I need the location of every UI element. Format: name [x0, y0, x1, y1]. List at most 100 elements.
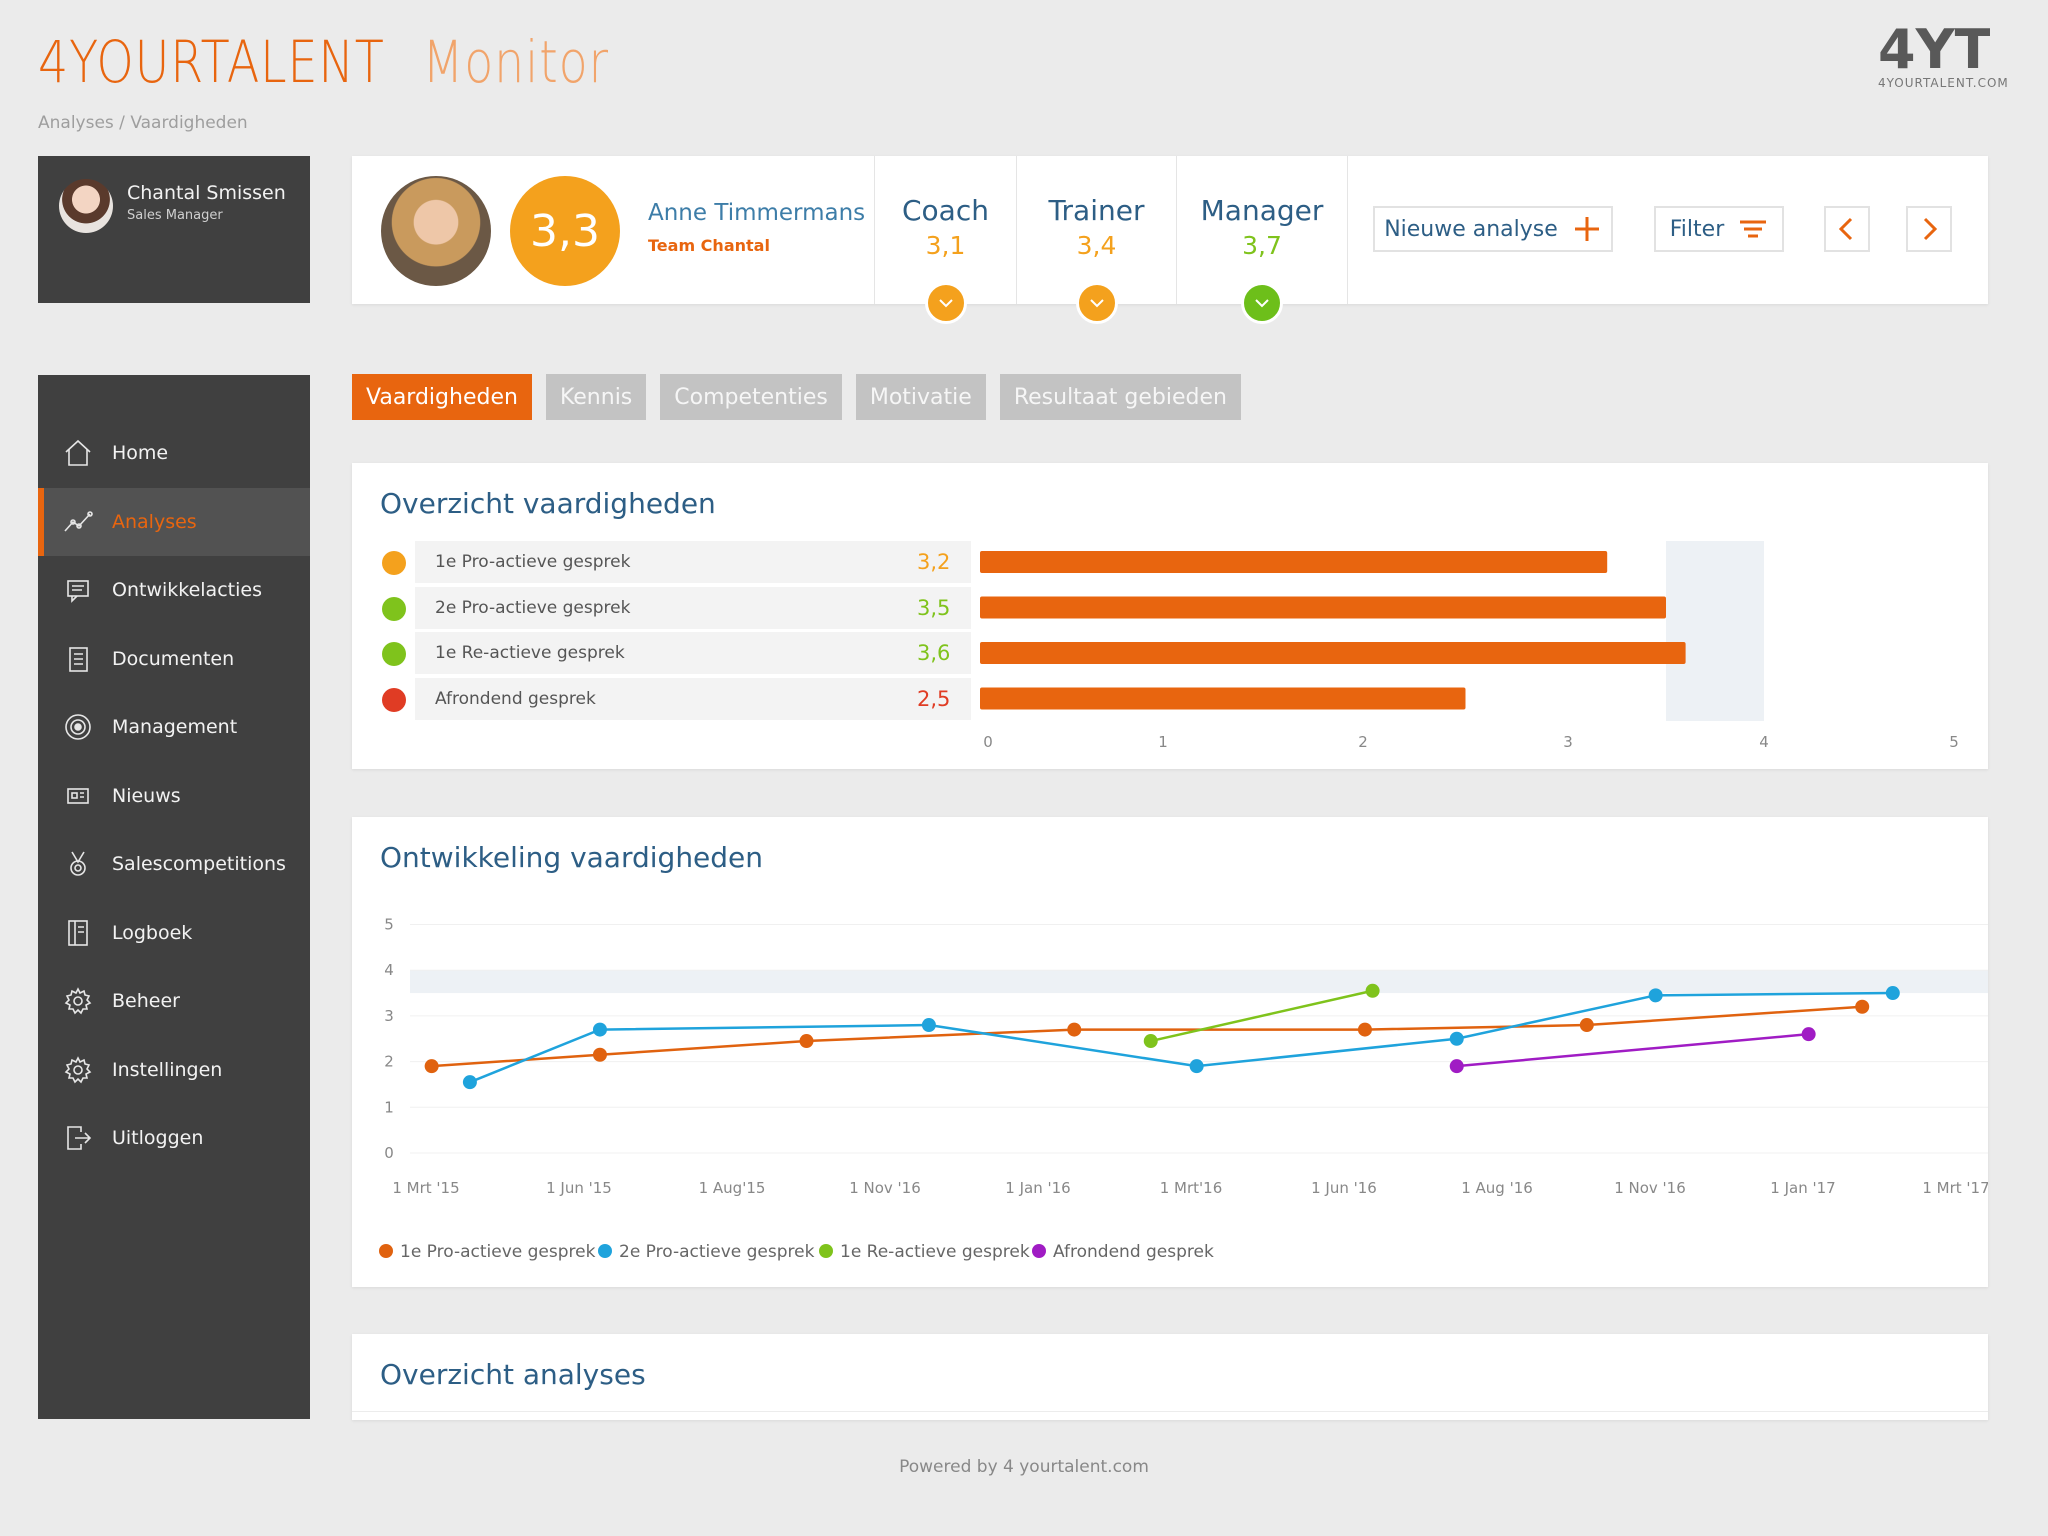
tab-motivatie[interactable]: Motivatie	[855, 374, 986, 420]
y-tick-label: 4	[384, 961, 394, 979]
data-point	[799, 1034, 814, 1049]
sidebar-item-analyses[interactable]: Analyses	[38, 487, 310, 556]
user-avatar	[59, 179, 113, 233]
analyses-divider	[352, 1411, 1988, 1412]
company-logo: 4YT 4YOURTALENT.COM	[1878, 18, 2009, 90]
profile-photo	[381, 176, 491, 286]
legend-label: 1e Re-actieve gesprek	[840, 1242, 1030, 1262]
x-tick-label: 4	[1759, 733, 1769, 751]
x-tick-label: 1 Mrt'16	[1160, 1179, 1223, 1197]
manager-value: 3,7	[1242, 231, 1282, 260]
x-tick-label: 3	[1563, 733, 1573, 751]
logo-subtitle: 4YOURTALENT.COM	[1878, 76, 2009, 90]
sidebar-item-label: Nieuws	[112, 784, 181, 807]
breadcrumb: Analyses / Vaardigheden	[38, 113, 248, 133]
status-dot	[382, 596, 406, 621]
data-point	[1648, 988, 1663, 1003]
overview-title: Overzicht vaardigheden	[380, 487, 716, 520]
target-icon	[62, 711, 94, 743]
user-card[interactable]: Chantal Smissen Sales Manager	[38, 156, 310, 303]
x-tick-label: 1 Jan '16	[1005, 1179, 1070, 1197]
x-tick-label: 0	[983, 733, 993, 751]
tab-vaardigheden[interactable]: Vaardigheden	[352, 374, 532, 420]
profile-team: Team Chantal	[648, 236, 770, 255]
manager-score[interactable]: Manager 3,7	[1176, 156, 1348, 324]
target-band	[410, 970, 1988, 994]
coach-value: 3,1	[925, 231, 966, 260]
development-card: Ontwikkeling vaardigheden 0 1 2 3 4 5 1 Mrt '1…	[352, 817, 1988, 1287]
legend-marker	[819, 1244, 833, 1258]
sidebar-item-label: Management	[112, 716, 238, 739]
analyses-card: Overzicht analyses	[352, 1334, 1988, 1420]
data-point	[1143, 1034, 1158, 1049]
sidebar-item-management[interactable]: Management	[38, 693, 310, 762]
series-line	[469, 991, 1893, 1084]
logout-icon	[62, 1122, 94, 1154]
tab-kennis[interactable]: Kennis	[545, 374, 647, 420]
overall-score-badge: 3,3	[510, 176, 620, 286]
chevron-left-icon	[1838, 217, 1853, 241]
coach-label: Coach	[902, 194, 989, 227]
trainer-score[interactable]: Trainer 3,4	[1016, 156, 1176, 324]
news-icon	[62, 780, 94, 812]
x-tick-label: 1 Nov '16	[849, 1179, 921, 1197]
next-button[interactable]	[1906, 206, 1952, 252]
x-tick-label: 1 Mrt '17	[1922, 1179, 1988, 1197]
sidebar-item-nieuws[interactable]: Nieuws	[38, 762, 310, 831]
data-point	[1801, 1027, 1816, 1042]
sidebar-item-label: Beheer	[112, 990, 180, 1013]
sidebar-item-beheer[interactable]: Beheer	[38, 967, 310, 1036]
overview-row-label: Afrondend gesprek	[415, 677, 971, 720]
sidebar-item-instellingen[interactable]: Instellingen	[38, 1036, 310, 1105]
profile-name: Anne Timmermans	[648, 200, 866, 226]
message-icon	[62, 574, 94, 606]
sidebar-item-label: Home	[112, 442, 169, 465]
analyses-title: Overzicht analyses	[380, 1358, 646, 1391]
sidebar-item-logboek[interactable]: Logboek	[38, 899, 310, 968]
tab-competenties[interactable]: Competenties	[660, 374, 842, 420]
sidebar-item-label: Ontwikkelacties	[112, 579, 262, 602]
legend-marker	[598, 1244, 612, 1258]
logo-mark-icon: 4YT	[1878, 18, 1992, 81]
bar	[980, 687, 1466, 710]
overview-row-value: 3,5	[917, 595, 951, 620]
data-point	[462, 1075, 477, 1090]
coach-expand-chevron-icon[interactable]	[924, 282, 967, 324]
sidebar-item-label: Documenten	[112, 647, 235, 670]
y-tick-label: 1	[384, 1098, 394, 1116]
data-point	[1365, 983, 1380, 998]
overview-row-value: 3,6	[917, 641, 951, 665]
new-analysis-label: Nieuwe analyse	[1384, 216, 1558, 242]
trainer-expand-chevron-icon[interactable]	[1075, 282, 1118, 324]
sidebar-item-label: Instellingen	[112, 1058, 223, 1081]
footer-text: Powered by 4 yourtalent.com	[899, 1457, 1149, 1477]
previous-button[interactable]	[1824, 206, 1870, 252]
data-point	[1189, 1059, 1204, 1074]
sidebar-item-ontwikkelacties[interactable]: Ontwikkelacties	[38, 556, 310, 625]
home-icon	[62, 437, 94, 469]
x-tick-label: 2	[1358, 733, 1368, 751]
overview-card: Overzicht vaardigheden 1e Pro-actieve ge…	[352, 463, 1988, 769]
x-tick-label: 1 Mrt '15	[392, 1179, 459, 1197]
new-analysis-button[interactable]: Nieuwe analyse	[1373, 206, 1613, 252]
filter-button[interactable]: Filter	[1654, 206, 1784, 252]
overview-row-label: 2e Pro-actieve gesprek	[415, 586, 971, 629]
y-tick-label: 0	[384, 1144, 394, 1162]
data-point	[1357, 1022, 1372, 1037]
sidebar-item-documenten[interactable]: Documenten	[38, 625, 310, 694]
data-point	[424, 1059, 439, 1074]
x-tick-label: 1 Jun '15	[546, 1179, 612, 1197]
manager-expand-chevron-icon[interactable]	[1241, 282, 1283, 324]
sidebar-item-label: Logboek	[112, 921, 193, 944]
target-band	[1666, 541, 1764, 721]
tab-resultaat-gebieden[interactable]: Resultaat gebieden	[999, 374, 1241, 420]
x-tick-label: 1 Nov '16	[1614, 1179, 1686, 1197]
sidebar-item-home[interactable]: Home	[38, 419, 310, 488]
legend-label: 1e Pro-actieve gesprek	[400, 1242, 596, 1262]
sidebar-item-uitloggen[interactable]: Uitloggen	[38, 1104, 310, 1173]
sidebar-item-salescompetitions[interactable]: Salescompetitions	[38, 830, 310, 899]
status-dot	[382, 551, 406, 575]
series-line	[1150, 989, 1373, 1043]
data-point	[592, 1022, 607, 1037]
coach-score[interactable]: Coach 3,1	[874, 156, 1016, 324]
